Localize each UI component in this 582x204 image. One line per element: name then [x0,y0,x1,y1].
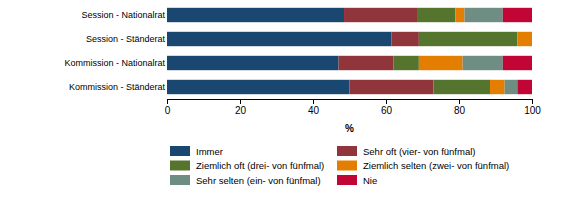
x-tick-label: 40 [308,105,320,116]
legend-swatch [337,146,357,156]
x-tick-label: 0 [165,105,171,116]
legend-swatch [170,161,190,171]
x-tick-label: 80 [454,105,466,116]
x-tick: 20 [235,99,247,116]
bar-segment [532,32,533,46]
legend-swatch [170,175,190,185]
x-tick-mark [386,99,387,104]
bar-segment [167,8,344,22]
legend-item: Sehr oft (vier- von fünfmal) [337,146,475,157]
x-tick-mark [313,99,314,104]
bar-segment [344,8,417,22]
legend-swatch [337,175,357,185]
bar-segment [455,8,464,22]
legend-label: Ziemlich oft (drei- von fünfmal) [196,160,324,171]
legend-swatch [170,146,190,156]
series [419,8,532,94]
bar-segment [517,32,532,46]
y-axis: Session - Nationalrat Session - Ständerat… [64,10,165,92]
bar-segment [532,32,533,46]
x-tick-mark [459,99,460,104]
x-tick-mark [167,99,168,104]
category-label: Session - Nationalrat [81,10,165,20]
x-tick: 80 [454,99,466,116]
bar-segment [350,80,434,94]
chart: 020406080100%Session - NationalratSessio… [0,0,582,204]
bar-segment [517,80,532,94]
legend-label: Immer [196,146,223,157]
bar-segment [339,56,394,70]
legend-swatch [337,161,357,171]
bar-segment [167,80,350,94]
bar-segment [490,80,505,94]
y-tick: Session - Nationalrat [81,10,165,20]
series [393,8,517,94]
legend-label: Sehr oft (vier- von fünfmal) [363,146,475,157]
bar-segment [391,32,418,46]
series [503,8,532,94]
legend-item: Sehr selten (ein- von fünfmal) [170,175,321,186]
x-tick-label: 100 [524,105,541,116]
y-tick: Kommission - Ständerat [69,82,166,92]
x-tick: 60 [381,99,393,116]
legend-label: Nie [363,175,377,186]
bar-segment [503,56,532,70]
bars [167,8,532,94]
legend-item: Ziemlich selten (zwei- von fünfmal) [337,160,509,171]
x-tick-label: 20 [235,105,247,116]
legend-item: Nie [337,175,377,186]
bar-segment [419,32,518,46]
bar-segment [464,8,502,22]
x-axis-title: % [345,123,354,134]
bar-segment [505,80,518,94]
legend-item: Ziemlich oft (drei- von fünfmal) [170,160,324,171]
category-label: Kommission - Nationalrat [64,58,165,68]
bar-segment [167,56,339,70]
legend: Immer Sehr oft (vier- von fünfmal) Ziemlic… [170,146,509,186]
bar-segment [433,80,490,94]
bar-segment [417,8,455,22]
x-tick: 100 [524,99,541,116]
bar-segment [463,56,503,70]
bar-segment [503,8,532,22]
x-axis-line [168,100,533,105]
y-tick: Kommission - Nationalrat [64,58,165,68]
category-label: Session - Ständerat [86,34,166,44]
bar-segment [393,56,419,70]
y-tick: Session - Ständerat [86,34,166,44]
legend-label: Sehr selten (ein- von fünfmal) [196,175,321,186]
category-label: Kommission - Ständerat [69,82,166,92]
legend-label: Ziemlich selten (zwei- von fünfmal) [363,160,509,171]
x-tick: 40 [308,99,320,116]
x-tick-mark [240,99,241,104]
bar-segment [419,56,463,70]
x-tick-mark [532,99,533,104]
x-tick-label: 60 [381,105,393,116]
bar-segment [167,32,391,46]
x-axis: 0 20 40 60 80 100 [165,99,542,116]
x-tick: 0 [165,99,171,116]
legend-item: Immer [170,146,223,157]
